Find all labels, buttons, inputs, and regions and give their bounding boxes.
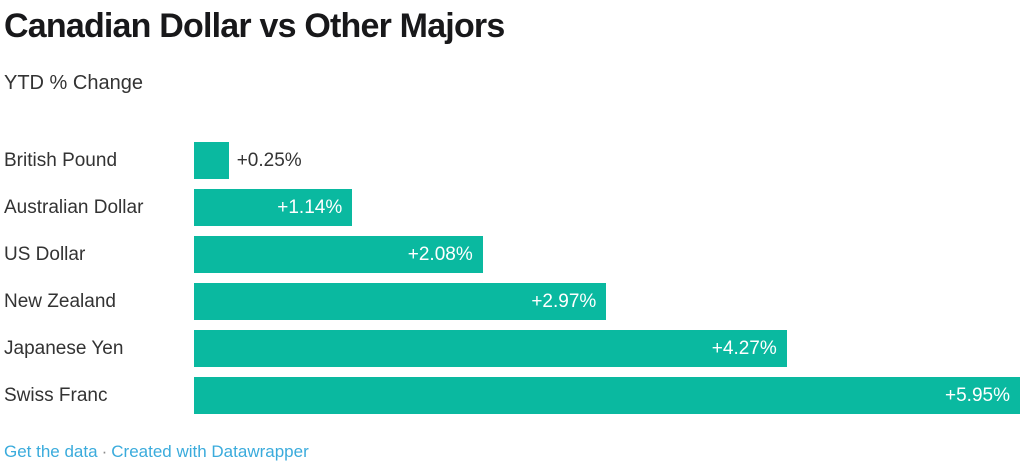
category-label: US Dollar [4, 243, 86, 265]
chart-subtitle: YTD % Change [4, 72, 143, 94]
value-label: +0.25% [236, 149, 302, 171]
bar: +0.25% [194, 142, 302, 179]
bar-row: British Pound +0.25% [4, 142, 1020, 179]
bar: +4.27% [194, 330, 787, 367]
bar-row: Australian Dollar +1.14% [4, 189, 1020, 226]
bar-track: +0.25% [194, 142, 1020, 179]
category-label: Australian Dollar [4, 196, 144, 218]
bar: +5.95% [194, 377, 1020, 414]
value-label: +2.08% [407, 243, 473, 265]
value-label: +2.97% [531, 290, 597, 312]
bar-track: +2.08% [194, 236, 1020, 273]
bar-track: +5.95% [194, 377, 1020, 414]
bar-row: Swiss Franc +5.95% [4, 377, 1020, 414]
get-data-link[interactable]: Get the data [4, 442, 98, 461]
datawrapper-attribution-link[interactable]: Created with Datawrapper [111, 442, 309, 461]
chart-footer: Get the data · Created with Datawrapper [4, 442, 1020, 462]
bar-chart: British Pound +0.25% Australian Dollar +1.1… [4, 142, 1020, 414]
category-label: British Pound [4, 149, 118, 171]
bar-rows: British Pound +0.25% Australian Dollar +1.1… [4, 142, 1020, 414]
value-label: +1.14% [277, 196, 343, 218]
value-label: +5.95% [945, 384, 1010, 406]
bar-row: US Dollar +2.08% [4, 236, 1020, 273]
bar: +2.97% [194, 283, 607, 320]
bar: +2.08% [194, 236, 483, 273]
category-label: New Zealand [4, 290, 116, 312]
bar-track: +4.27% [194, 330, 1020, 367]
value-label: +4.27% [711, 337, 777, 359]
bar-row: New Zealand +2.97% [4, 283, 1020, 320]
bar-row: Japanese Yen +4.27% [4, 330, 1020, 367]
bar-track: +2.97% [194, 283, 1020, 320]
footer-separator: · [101, 442, 108, 461]
bar-track: +1.14% [194, 189, 1020, 226]
category-label: Japanese Yen [4, 337, 124, 359]
category-label: Swiss Franc [4, 384, 108, 406]
chart-title: Canadian Dollar vs Other Majors [4, 7, 505, 45]
bar: +1.14% [194, 189, 353, 226]
